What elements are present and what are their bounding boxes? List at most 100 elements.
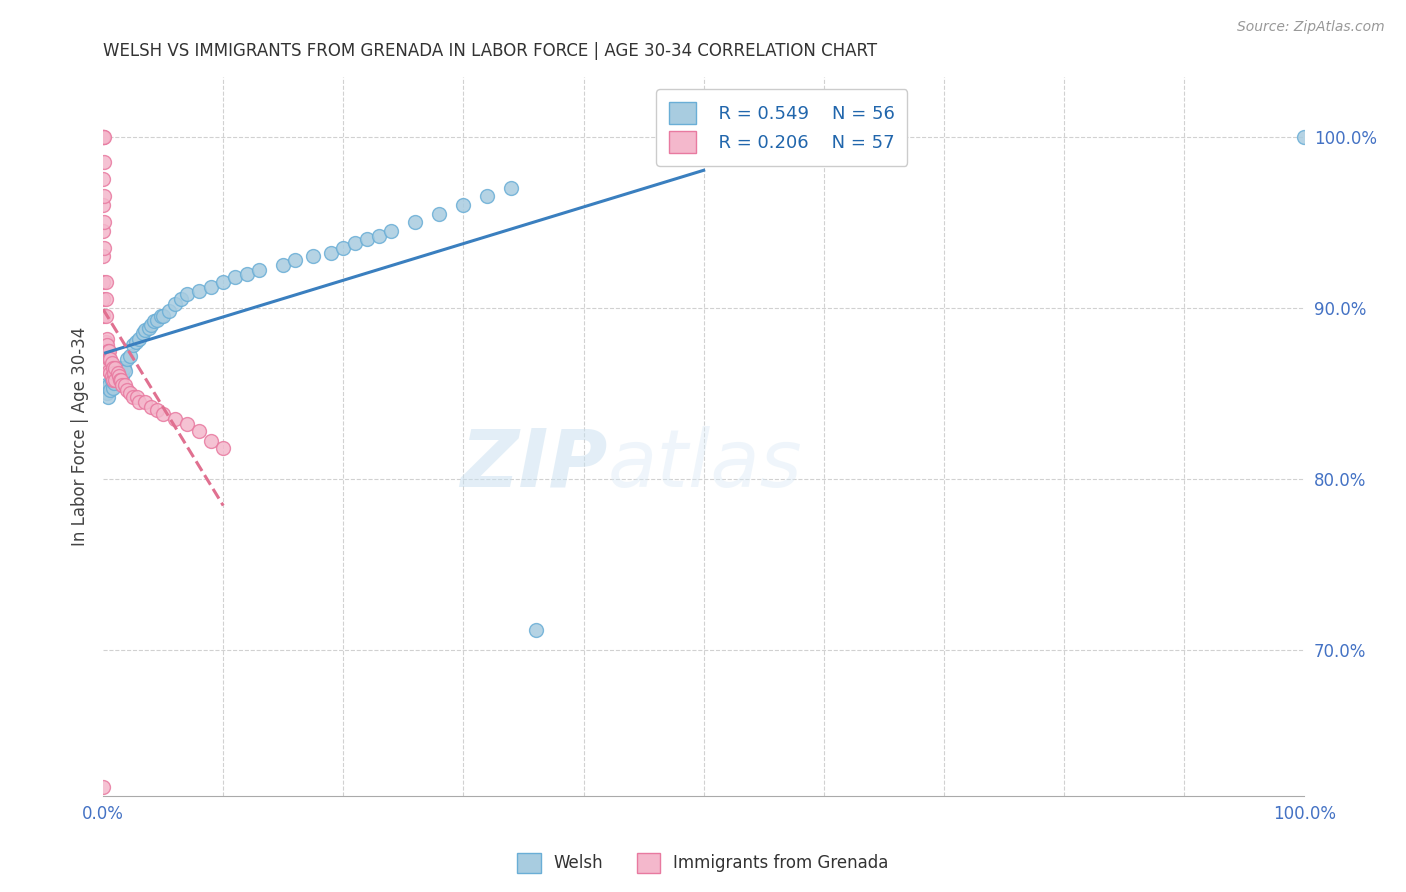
Point [91, 129, 114, 144]
Point [96, 386, 118, 401]
Point [91, 129, 114, 144]
Point [108, 373, 131, 387]
Point [477, 189, 499, 203]
Point [404, 215, 426, 229]
Point [170, 292, 193, 306]
Point [142, 314, 165, 328]
Point [100, 355, 122, 369]
Point [429, 206, 451, 220]
Legend:   R = 0.549    N = 56,   R = 0.206    N = 57: R = 0.549 N = 56, R = 0.206 N = 57 [657, 89, 907, 166]
Point [212, 275, 235, 289]
Point [93, 155, 115, 169]
Point [128, 332, 150, 346]
Point [284, 252, 307, 267]
Point [91, 129, 114, 144]
Point [104, 373, 127, 387]
Point [91, 275, 114, 289]
Point [94, 310, 117, 324]
Point [114, 364, 136, 378]
Point [91, 198, 114, 212]
Point [115, 383, 138, 397]
Point [97, 343, 120, 358]
Text: atlas: atlas [607, 426, 803, 504]
Point [146, 312, 169, 326]
Point [188, 424, 211, 438]
Point [91, 224, 114, 238]
Point [100, 369, 122, 384]
Point [114, 377, 136, 392]
Point [103, 376, 125, 390]
Point [94, 292, 117, 306]
Point [247, 263, 270, 277]
Point [122, 390, 145, 404]
Point [165, 412, 187, 426]
Point [107, 366, 129, 380]
Point [101, 360, 124, 375]
Point [1294, 129, 1316, 144]
Point [152, 310, 174, 324]
Point [93, 189, 115, 203]
Point [94, 275, 117, 289]
Point [111, 369, 134, 384]
Point [236, 267, 259, 281]
Text: Source: ZipAtlas.com: Source: ZipAtlas.com [1237, 20, 1385, 34]
Point [115, 352, 138, 367]
Point [101, 381, 124, 395]
Point [100, 373, 122, 387]
Point [91, 780, 114, 795]
Point [107, 360, 129, 375]
Point [91, 172, 114, 186]
Point [105, 369, 128, 384]
Point [98, 364, 121, 378]
Point [125, 390, 148, 404]
Point [134, 395, 156, 409]
Point [124, 334, 146, 349]
Point [344, 235, 367, 250]
Point [94, 377, 117, 392]
Point [111, 377, 134, 392]
Point [97, 390, 120, 404]
Point [302, 249, 325, 263]
Point [93, 241, 115, 255]
Point [122, 338, 145, 352]
Point [98, 352, 121, 367]
Point [110, 373, 132, 387]
Point [141, 318, 163, 332]
Text: WELSH VS IMMIGRANTS FROM GRENADA IN LABOR FORCE | AGE 30-34 CORRELATION CHART: WELSH VS IMMIGRANTS FROM GRENADA IN LABO… [103, 42, 877, 60]
Point [96, 338, 118, 352]
Y-axis label: In Labor Force | Age 30-34: In Labor Force | Age 30-34 [72, 326, 89, 546]
Point [91, 249, 114, 263]
Point [103, 366, 125, 380]
Point [200, 280, 222, 294]
Point [132, 326, 155, 341]
Point [104, 366, 127, 380]
Point [97, 355, 120, 369]
Point [224, 269, 246, 284]
Point [91, 310, 114, 324]
Point [110, 364, 132, 378]
Point [501, 181, 523, 195]
Point [107, 369, 129, 384]
Point [453, 198, 475, 212]
Point [141, 400, 163, 414]
Point [271, 258, 294, 272]
Point [165, 297, 187, 311]
Point [96, 349, 118, 363]
Point [152, 407, 174, 421]
Point [96, 332, 118, 346]
Point [149, 310, 172, 324]
Point [104, 360, 127, 375]
Point [524, 623, 547, 637]
Point [91, 292, 114, 306]
Point [332, 241, 354, 255]
Point [98, 352, 121, 367]
Point [98, 366, 121, 380]
Point [93, 215, 115, 229]
Point [134, 323, 156, 337]
Point [112, 360, 135, 375]
Point [146, 403, 169, 417]
Point [98, 377, 121, 392]
Point [321, 246, 343, 260]
Point [188, 284, 211, 298]
Point [93, 129, 115, 144]
